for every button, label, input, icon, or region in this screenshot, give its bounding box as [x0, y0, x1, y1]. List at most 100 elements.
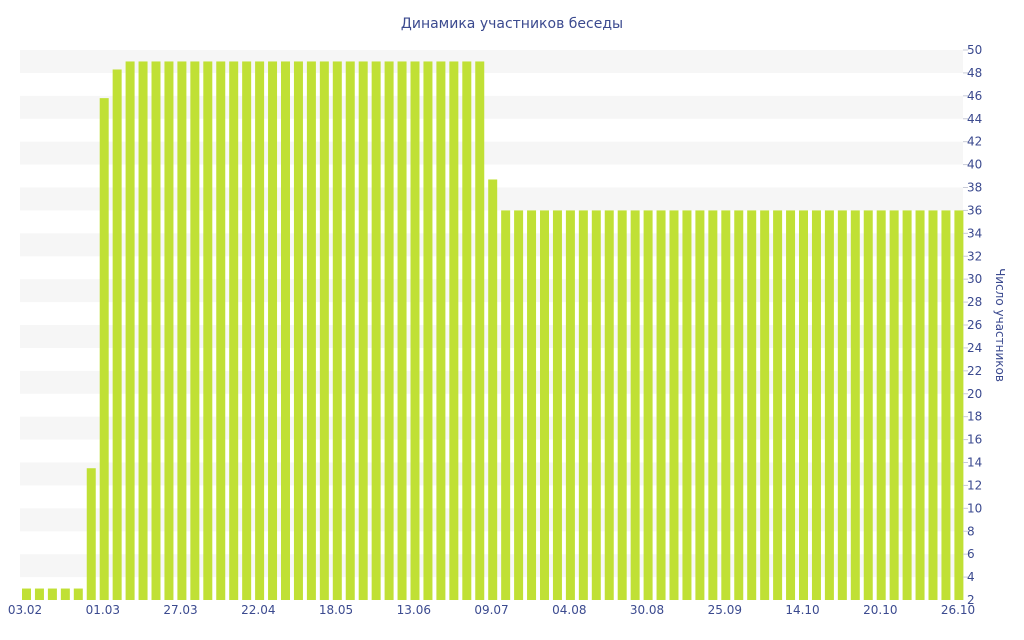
- y-tick-label: 24: [967, 341, 982, 355]
- bar: [73, 588, 83, 600]
- bar: [268, 61, 278, 600]
- bar: [177, 61, 187, 600]
- y-tick-label: 6: [967, 547, 975, 561]
- grid-band: [20, 141, 963, 165]
- bar: [643, 210, 653, 601]
- bar: [889, 210, 899, 601]
- x-tick-label: 26.10: [941, 603, 975, 617]
- bar: [436, 61, 446, 600]
- y-tick-label: 28: [967, 295, 982, 309]
- bar: [565, 210, 575, 601]
- x-tick-label: 18.05: [319, 603, 353, 617]
- x-tick-label: 14.10: [785, 603, 819, 617]
- bar: [216, 61, 226, 600]
- y-tick-label: 42: [967, 135, 982, 149]
- bar: [501, 210, 511, 601]
- bar: [86, 468, 96, 600]
- y-tick-label: 34: [967, 226, 982, 240]
- y-tick-label: 36: [967, 203, 982, 217]
- bar: [837, 210, 847, 601]
- bar: [34, 588, 44, 600]
- y-tick-label: 38: [967, 181, 982, 195]
- bar: [423, 61, 433, 600]
- bar: [811, 210, 821, 601]
- bar: [747, 210, 757, 601]
- x-tick-label: 04.08: [552, 603, 586, 617]
- x-tick-label: 22.04: [241, 603, 275, 617]
- y-tick-label: 48: [967, 66, 982, 80]
- bar: [552, 210, 562, 601]
- y-tick-label: 8: [967, 524, 975, 538]
- bar: [591, 210, 601, 601]
- y-tick-label: 30: [967, 272, 982, 286]
- bar: [630, 210, 640, 601]
- bar: [397, 61, 407, 600]
- y-tick-label: 20: [967, 387, 982, 401]
- chart-title: Динамика участников беседы: [401, 16, 623, 32]
- bar: [734, 210, 744, 601]
- bar: [190, 61, 200, 600]
- bar: [306, 61, 316, 600]
- bar-series: [22, 61, 964, 601]
- bar: [410, 61, 420, 600]
- x-tick-label: 09.07: [474, 603, 508, 617]
- x-tick-label: 03.02: [8, 603, 42, 617]
- y-tick-label: 32: [967, 249, 982, 263]
- bar: [319, 61, 329, 600]
- y-tick-label: 44: [967, 112, 982, 126]
- bar: [112, 69, 122, 601]
- bar: [345, 61, 355, 600]
- bar: [125, 61, 135, 600]
- bar: [773, 210, 783, 601]
- y-tick-label: 10: [967, 501, 982, 515]
- bar: [915, 210, 925, 601]
- bar: [22, 588, 31, 600]
- y-tick-label: 18: [967, 410, 982, 424]
- y-tick-label: 16: [967, 433, 982, 447]
- bar: [721, 210, 731, 601]
- bar: [682, 210, 692, 601]
- bar: [824, 210, 834, 601]
- y-tick-label: 46: [967, 89, 982, 103]
- y-axis-ticks: 4681012141618202224262830323436384042444…: [963, 43, 982, 607]
- bar: [695, 210, 705, 601]
- bar: [384, 61, 394, 600]
- x-tick-label: 20.10: [863, 603, 897, 617]
- bar: [604, 210, 614, 601]
- y-tick-label: 22: [967, 364, 982, 378]
- y-tick-label: 40: [967, 158, 982, 172]
- bar: [850, 210, 860, 601]
- bar: [902, 210, 912, 601]
- bar: [760, 210, 770, 601]
- bar: [60, 588, 70, 600]
- y-tick-label: 26: [967, 318, 982, 332]
- bar: [47, 588, 57, 600]
- bar: [138, 61, 148, 600]
- bar: [281, 61, 290, 600]
- y-tick-label: 4: [967, 570, 975, 584]
- bar: [954, 210, 964, 601]
- bar: [941, 210, 951, 601]
- bar: [462, 61, 472, 600]
- bar: [164, 61, 174, 600]
- grid-band: [20, 50, 963, 73]
- bar: [475, 61, 485, 600]
- y-tick-label: 12: [967, 478, 982, 492]
- bar: [799, 210, 808, 601]
- x-tick-label: 27.03: [163, 603, 197, 617]
- bar: [617, 210, 627, 601]
- bar: [203, 61, 213, 600]
- grid-band: [20, 95, 963, 119]
- bar: [786, 210, 796, 601]
- bar: [371, 61, 381, 600]
- y-axis-label: Число участников: [993, 268, 1007, 382]
- bar: [332, 61, 342, 600]
- bar: [242, 61, 252, 600]
- bar: [514, 210, 524, 601]
- bar: [876, 210, 886, 601]
- bar: [99, 98, 109, 601]
- bar: [449, 61, 459, 600]
- y-tick-label: 50: [967, 43, 982, 57]
- x-tick-label: 30.08: [630, 603, 664, 617]
